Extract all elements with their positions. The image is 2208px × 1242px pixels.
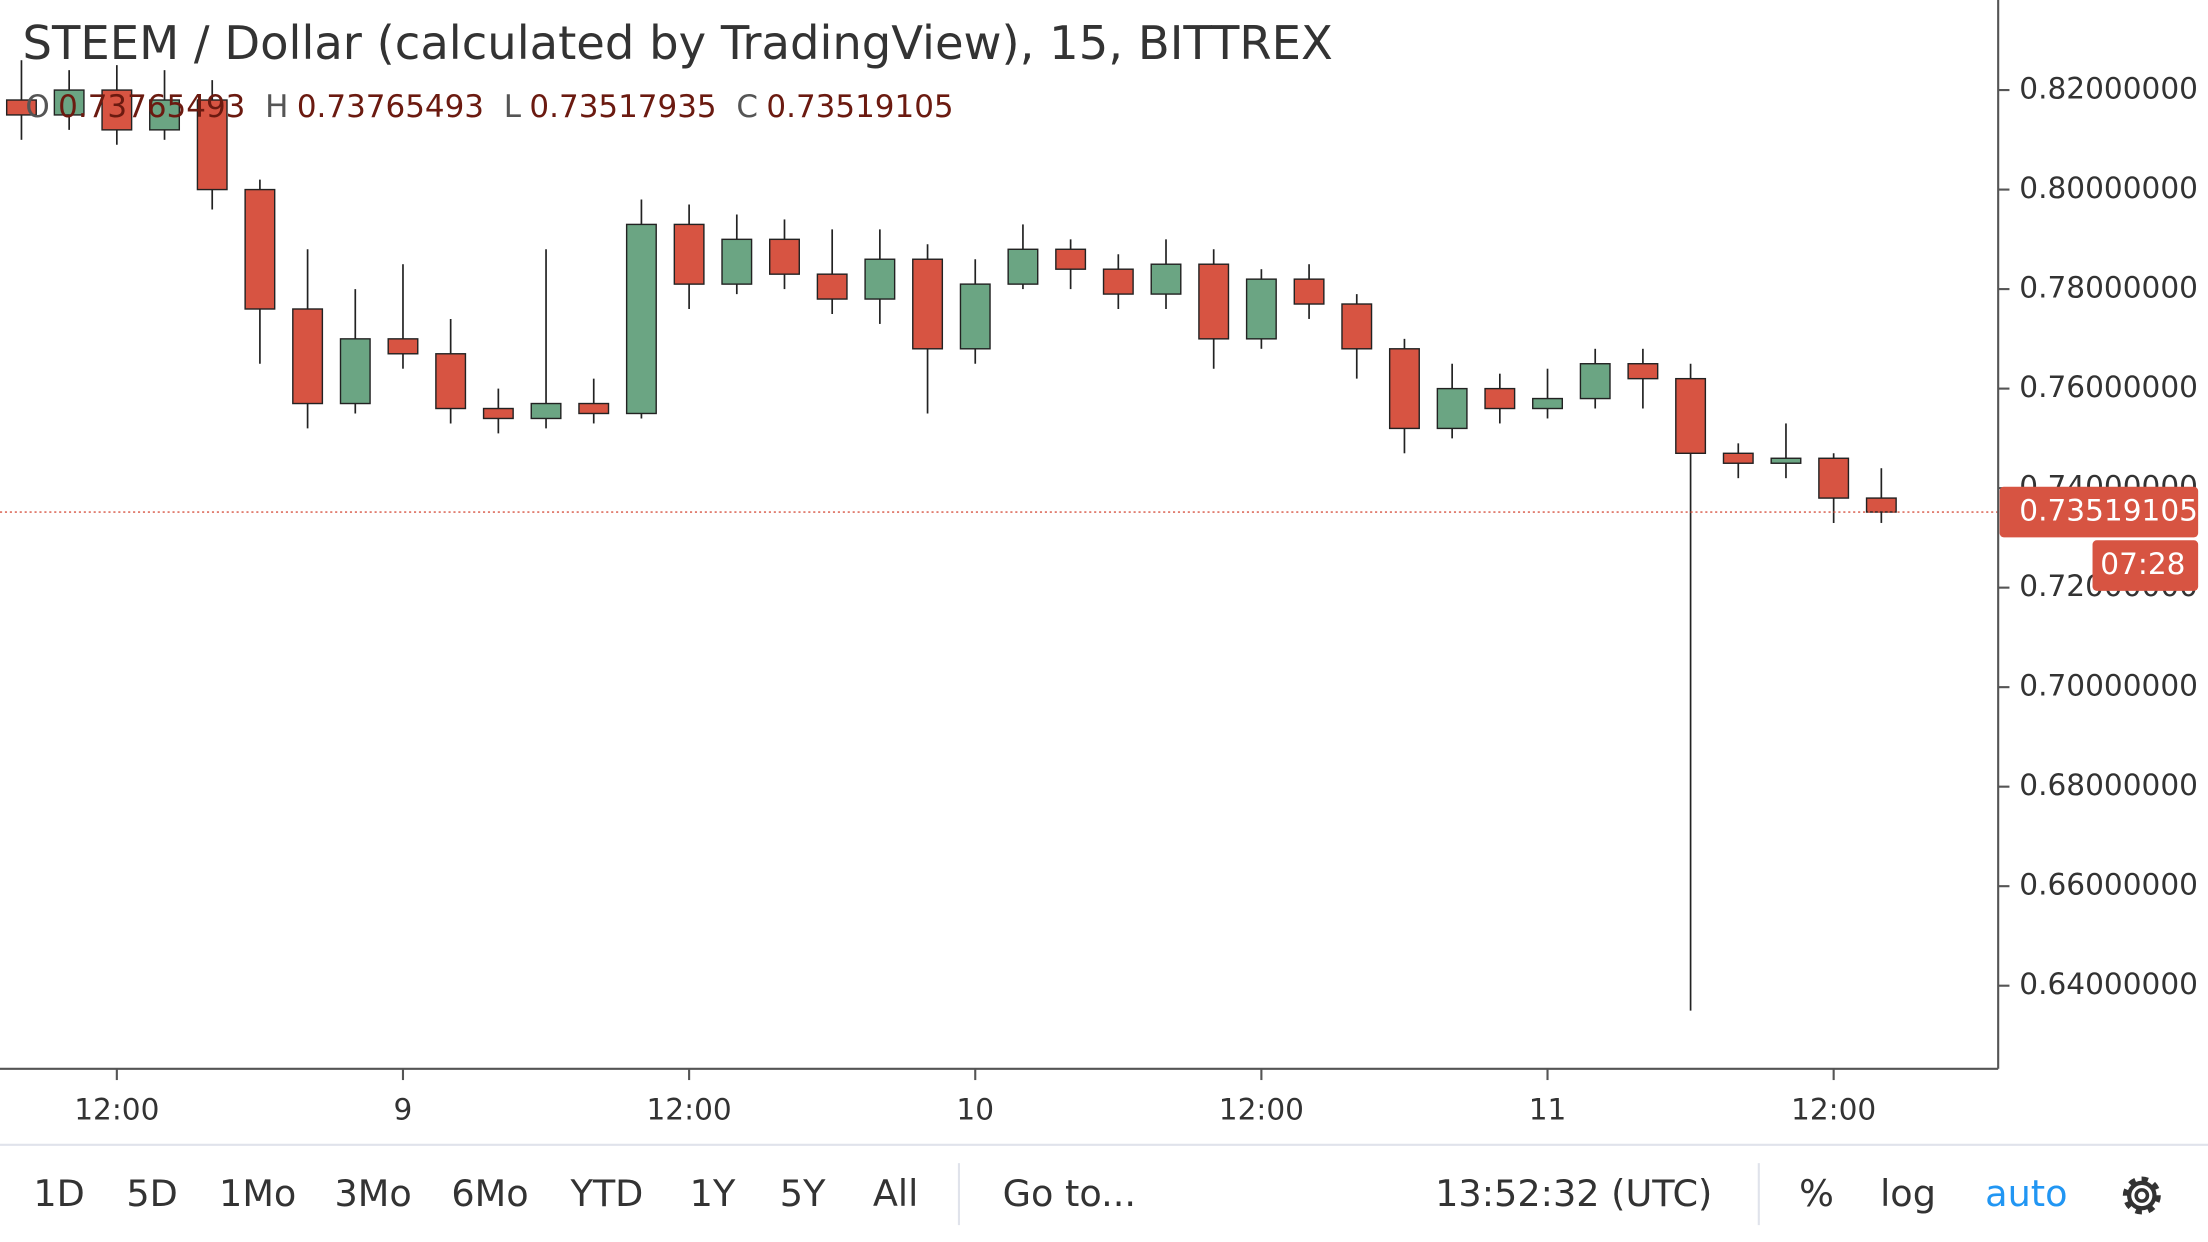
y-tick-label: 0.70000000: [2019, 669, 2198, 703]
candle-body: [244, 188, 276, 310]
candle-body: [1770, 457, 1802, 464]
candle-body: [149, 99, 181, 131]
candle-body: [387, 338, 419, 355]
range-button[interactable]: 1Y: [690, 1172, 736, 1215]
legend-value: 0.73765493: [58, 89, 245, 125]
ohlc-legend: O 0.73765493 H 0.73765493 L 0.73517935 C 0.7351…: [25, 89, 953, 125]
x-tick-label: 12:00: [74, 1093, 159, 1127]
gear-hub: [2134, 1188, 2150, 1203]
scale-option[interactable]: log: [1880, 1172, 1936, 1215]
candle-body: [1341, 303, 1373, 350]
candles: [0, 60, 1999, 1011]
candle-body: [1007, 248, 1039, 285]
candle-body: [1484, 387, 1516, 410]
range-button[interactable]: 3Mo: [335, 1172, 412, 1215]
range-button[interactable]: All: [873, 1172, 918, 1215]
range-button[interactable]: 5Y: [780, 1172, 826, 1215]
y-tick-label: 0.66000000: [2019, 868, 2198, 902]
candle-body: [1388, 348, 1420, 430]
gear-ring: [2127, 1180, 2157, 1211]
y-tick-label: 0.76000000: [2019, 370, 2198, 404]
candle-body: [101, 89, 133, 131]
legend-label: O: [25, 89, 49, 125]
countdown-badge: [2092, 540, 2199, 591]
x-tick-label: 10: [956, 1093, 994, 1127]
candle-body: [1293, 278, 1325, 305]
legend-value: 0.73519105: [766, 89, 953, 125]
candle-body: [1436, 387, 1468, 430]
candle-body: [1579, 363, 1611, 400]
settings-button[interactable]: [2122, 1176, 2161, 1215]
candle-body: [53, 89, 85, 116]
candle-body: [1055, 248, 1087, 270]
candle-body: [1627, 363, 1659, 380]
scale-option[interactable]: auto: [1985, 1172, 2067, 1215]
candle-body: [530, 402, 562, 420]
x-tick-label: 12:00: [647, 1093, 732, 1127]
x-tick-label: 11: [1529, 1093, 1567, 1127]
scale-option[interactable]: %: [1799, 1172, 1834, 1215]
range-button[interactable]: YTD: [569, 1172, 643, 1215]
candle-body: [769, 238, 800, 275]
y-tick-label: 0.78000000: [2019, 271, 2198, 305]
x-tick-label: 12:00: [1791, 1093, 1876, 1127]
legend-label: L: [504, 89, 522, 125]
candle-body: [959, 283, 991, 350]
candle-body: [1245, 278, 1277, 340]
range-button[interactable]: 6Mo: [451, 1172, 528, 1215]
goto-button[interactable]: Go to...: [1003, 1172, 1136, 1215]
toolbar: Go to... 13:52:32 (UTC) 1D 5D 1Mo 3Mo 6Mo YTD…: [33, 1172, 2161, 1215]
y-tick-label: 0.68000000: [2019, 768, 2198, 802]
candle-body: [1722, 452, 1754, 464]
last-price-label: 0.73519105: [2019, 494, 2198, 528]
countdown-label: 07:28: [2100, 547, 2185, 581]
candle-body: [721, 238, 753, 285]
candle-body: [482, 407, 514, 420]
candle-body: [1818, 457, 1850, 499]
axes: 0.64000000 0.66000000 0.68000000 0.70000000…: [74, 72, 2199, 1127]
y-tick-label: 0.80000000: [2019, 171, 2198, 205]
candle-body: [1675, 377, 1707, 454]
candle-body: [1102, 268, 1134, 295]
chart-title: STEEM / Dollar (calculated by TradingVie…: [23, 16, 1333, 70]
range-button[interactable]: 1Mo: [219, 1172, 296, 1215]
range-button[interactable]: 1D: [33, 1172, 84, 1215]
candle-body: [5, 99, 37, 116]
candle-body: [816, 273, 848, 300]
candle-body: [339, 338, 371, 405]
x-tick-label: 12:00: [1219, 1093, 1304, 1127]
legend-value: 0.73517935: [529, 89, 716, 125]
legend-label: H: [265, 89, 288, 125]
gear-teeth: [2122, 1176, 2161, 1215]
legend-value: 0.73765493: [297, 89, 484, 125]
candle-body: [864, 258, 896, 300]
clock: 13:52:32 (UTC): [1435, 1172, 1712, 1215]
last-price-badge: [1999, 486, 2199, 538]
candle-body: [196, 99, 228, 191]
candle-body: [1865, 497, 1897, 513]
legend-label: C: [736, 89, 758, 125]
y-tick-label: 0.82000000: [2019, 72, 2198, 106]
candle-body: [1150, 263, 1182, 295]
candle-body: [578, 402, 610, 415]
range-button[interactable]: 5D: [126, 1172, 177, 1215]
x-tick-label: 9: [394, 1093, 413, 1127]
candle-body: [1532, 397, 1564, 410]
candle-body: [912, 258, 944, 350]
candle-body: [292, 308, 324, 405]
candle-body: [625, 223, 657, 415]
candle-body: [1198, 263, 1230, 340]
candle-body: [673, 223, 705, 285]
candle-body: [435, 353, 467, 410]
y-tick-label: 0.64000000: [2019, 967, 2198, 1001]
